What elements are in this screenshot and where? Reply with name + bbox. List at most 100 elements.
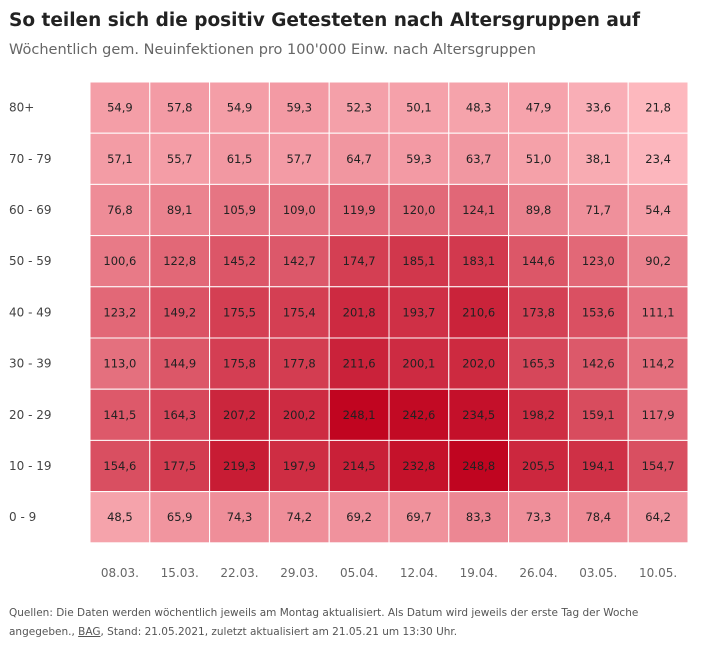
heatmap-cell [268,235,330,288]
row-label: 10 - 19 [9,459,52,473]
heatmap-cell [448,439,510,493]
cell-value: 207,2 [223,408,256,422]
row-label: 60 - 69 [9,203,52,217]
heatmap-cell [328,235,390,288]
heatmap-cell [627,235,689,288]
cell-value: 78,4 [585,510,611,524]
cell-value: 248,8 [462,459,495,473]
column-label: 29.03. [280,566,318,580]
cell-value: 100,6 [103,254,136,268]
heatmap-cell [567,491,629,544]
cell-value: 21,8 [645,101,671,115]
cell-value: 144,6 [522,254,555,268]
cell-value: 123,2 [103,305,136,319]
cell-value: 242,6 [402,408,435,422]
cell-value: 174,7 [343,254,376,268]
row-label: 50 - 59 [9,254,52,268]
heatmap-cell [388,183,450,237]
cell-value: 123,0 [582,254,615,268]
heatmap-cell [209,132,270,185]
cell-value: 232,8 [402,459,435,473]
heatmap-cell [627,286,689,339]
column-label: 05.04. [340,566,378,580]
cell-value: 50,1 [406,101,432,115]
cell-value: 111,1 [642,305,675,319]
cell-value: 52,3 [346,101,372,115]
heatmap-cell [627,337,689,390]
heatmap-cell [209,388,270,441]
cell-value: 202,0 [462,357,495,371]
heatmap-cell [508,183,569,237]
cell-value: 142,6 [582,357,615,371]
cell-value: 145,2 [223,254,256,268]
heatmap-cell [209,491,270,544]
row-label: 30 - 39 [9,357,52,371]
cell-value: 83,3 [466,510,492,524]
cell-value: 173,8 [522,305,555,319]
heatmap-cell [209,286,270,339]
cell-value: 185,1 [402,254,435,268]
heatmap-cell [89,388,151,441]
cell-value: 48,3 [466,101,492,115]
cell-value: 109,0 [283,203,316,217]
cell-value: 69,7 [406,510,432,524]
cell-value: 90,2 [645,254,671,268]
cell-value: 141,5 [103,408,136,422]
cell-value: 198,2 [522,408,555,422]
heatmap-cell [448,337,510,390]
cell-value: 175,8 [223,357,256,371]
heatmap-cell [268,183,330,237]
cell-value: 159,1 [582,408,615,422]
heatmap-cell [268,337,330,390]
heatmap-cell [268,81,330,134]
heatmap-cell [567,388,629,441]
cell-value: 200,2 [283,408,316,422]
cell-value: 248,1 [343,408,376,422]
cell-value: 54,9 [227,101,253,115]
heatmap-cell [567,81,629,134]
heatmap-cell [268,439,330,493]
cell-value: 61,5 [227,152,253,166]
cell-value: 113,0 [103,357,136,371]
cell-value: 64,7 [346,152,372,166]
heatmap-cell [89,132,151,185]
cell-value: 177,8 [283,357,316,371]
cell-value: 57,7 [286,152,312,166]
column-label: 19.04. [460,566,498,580]
cell-value: 142,7 [283,254,316,268]
heatmap-cell [328,81,390,134]
heatmap-chart: 80+ 54,9 57,8 54,9 59,3 52,3 50,1 48,3 47,9 33,6 2… [9,81,689,580]
cell-value: 54,9 [107,101,133,115]
cell-value: 154,6 [103,459,136,473]
cell-value: 114,2 [642,357,675,371]
heatmap-cell [627,183,689,237]
heatmap-cell [508,235,569,288]
source-link-bag[interactable]: BAG [78,626,101,638]
heatmap-cell [149,439,211,493]
cell-value: 193,7 [402,305,435,319]
cell-value: 69,2 [346,510,372,524]
cell-value: 214,5 [343,459,376,473]
heatmap-cell [268,286,330,339]
cell-value: 149,2 [163,305,196,319]
heatmap-cell [149,491,211,544]
cell-value: 165,3 [522,357,555,371]
row-label: 0 - 9 [9,510,36,524]
cell-value: 164,3 [163,408,196,422]
heatmap-cell [627,132,689,185]
heatmap-cell [149,183,211,237]
cell-value: 57,8 [167,101,193,115]
cell-value: 55,7 [167,152,193,166]
cell-value: 63,7 [466,152,492,166]
footer-date: , Stand: 21.05.2021, zuletzt aktualisier… [100,626,458,638]
cell-value: 89,8 [526,203,552,217]
heatmap-cell [508,286,569,339]
row-label: 70 - 79 [9,152,52,166]
cell-value: 59,3 [286,101,312,115]
heatmap-cell [388,388,450,441]
cell-value: 74,2 [286,510,312,524]
heatmap-cell [448,235,510,288]
heatmap-cell [627,388,689,441]
cell-value: 211,6 [343,357,376,371]
cell-value: 177,5 [163,459,196,473]
